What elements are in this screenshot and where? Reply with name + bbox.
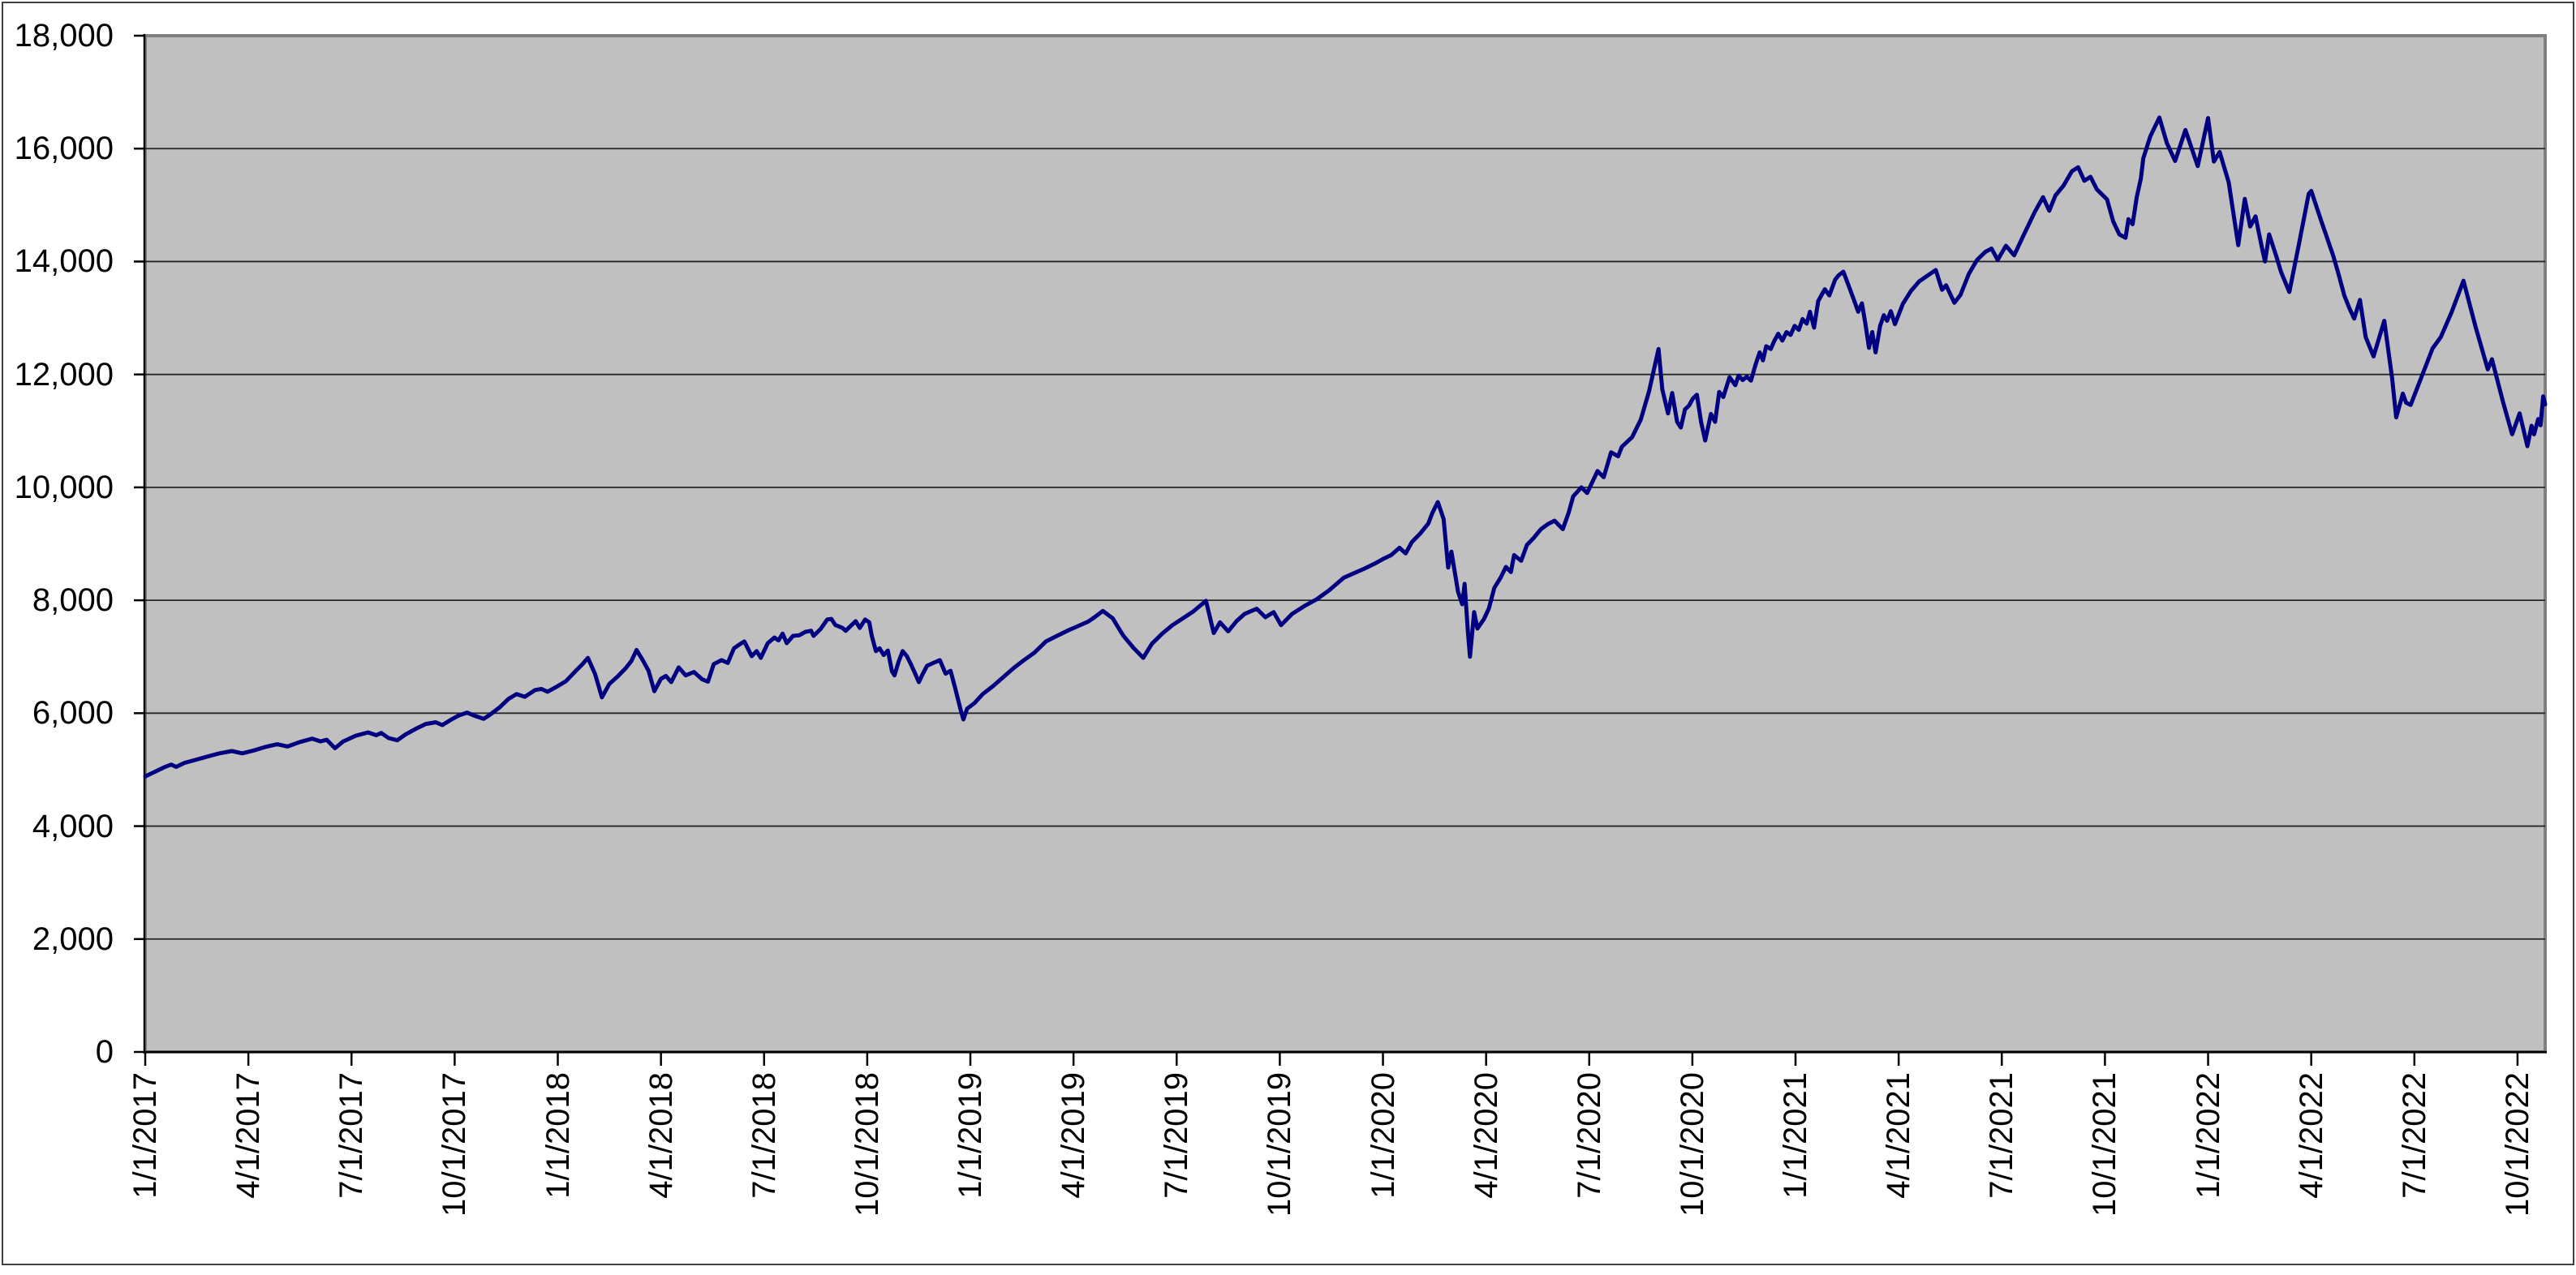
- x-axis-label: 4/1/2022: [2293, 1072, 2329, 1199]
- y-axis-label: 10,000: [14, 469, 114, 505]
- y-axis-label: 2,000: [32, 921, 114, 957]
- x-axis-label: 7/1/2018: [746, 1072, 782, 1199]
- x-axis-label: 10/1/2021: [2087, 1072, 2123, 1217]
- x-axis-label: 7/1/2021: [1984, 1072, 2020, 1199]
- x-axis-label: 10/1/2018: [849, 1072, 885, 1217]
- y-axis-label: 6,000: [32, 695, 114, 732]
- x-axis-label: 7/1/2022: [2396, 1072, 2432, 1199]
- x-axis-label: 7/1/2019: [1159, 1072, 1195, 1199]
- x-axis-label: 4/1/2021: [1881, 1072, 1917, 1199]
- y-axis-label: 4,000: [32, 808, 114, 844]
- x-axis-label: 1/1/2022: [2190, 1072, 2226, 1199]
- y-axis-label: 12,000: [14, 356, 114, 393]
- x-axis-label: 10/1/2017: [437, 1072, 473, 1217]
- x-axis-label: 10/1/2020: [1674, 1072, 1710, 1217]
- x-axis-label: 7/1/2017: [333, 1072, 370, 1199]
- x-axis-label: 10/1/2019: [1262, 1072, 1298, 1217]
- y-axis-label: 0: [95, 1034, 114, 1070]
- x-axis-label: 1/1/2018: [540, 1072, 576, 1199]
- x-axis-label: 4/1/2019: [1056, 1072, 1092, 1199]
- x-axis-label: 7/1/2020: [1571, 1072, 1607, 1199]
- x-axis-label: 1/1/2020: [1365, 1072, 1401, 1199]
- x-axis-label: 10/1/2022: [2499, 1072, 2535, 1217]
- x-axis-label: 1/1/2019: [953, 1072, 989, 1199]
- x-axis-label: 4/1/2020: [1468, 1072, 1504, 1199]
- x-axis-label: 4/1/2017: [230, 1072, 267, 1199]
- y-axis-label: 18,000: [14, 18, 114, 54]
- data-series-line: [143, 115, 2548, 779]
- x-axis-label: 4/1/2018: [643, 1072, 679, 1199]
- x-axis-label: 1/1/2021: [1778, 1072, 1814, 1199]
- x-axis-label: 1/1/2017: [127, 1072, 163, 1199]
- y-axis-label: 14,000: [14, 243, 114, 280]
- y-axis-label: 16,000: [14, 131, 114, 167]
- plot-area: [145, 36, 2545, 1052]
- y-axis-label: 8,000: [32, 582, 114, 619]
